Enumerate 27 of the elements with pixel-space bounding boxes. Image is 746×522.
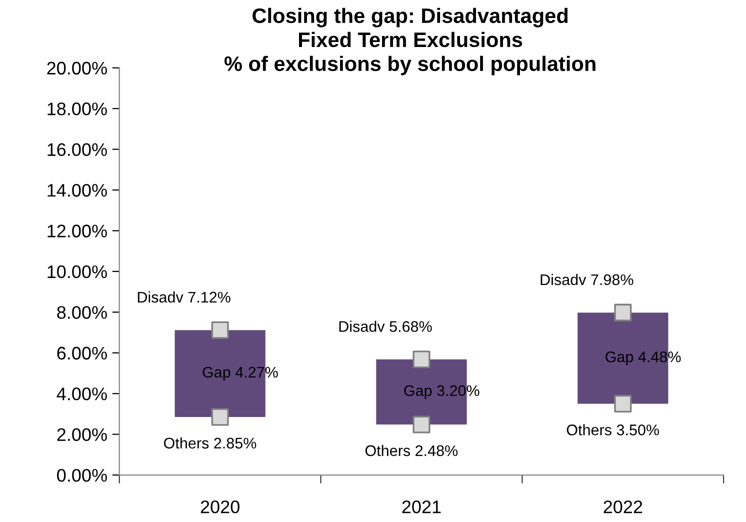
y-tick-label: 2.00% xyxy=(57,428,107,442)
y-tick-label: 8.00% xyxy=(57,306,107,319)
point xyxy=(614,395,632,413)
y-tick-label: 16.00% xyxy=(48,143,107,156)
data-label: Others 2.85% xyxy=(164,437,256,449)
data-label: Disadv 5.68% xyxy=(339,320,432,332)
y-tick-label: 20.00% xyxy=(47,62,107,75)
data-label: Others 3.50% xyxy=(566,424,660,436)
x-tick-label: 2021 xyxy=(402,500,441,514)
data-label: Disadv 7.98% xyxy=(540,274,634,286)
data-label: Disadv 7.12% xyxy=(138,291,230,303)
chart-title: Closing the gap: Disadvantaged Fixed Term Exclusions % of exclusions by school population xyxy=(224,8,596,76)
y-tick-label: 6.00% xyxy=(57,346,107,360)
y-tick-label: 12.00% xyxy=(48,224,107,238)
point xyxy=(211,408,229,426)
x-tick-label: 2020 xyxy=(200,500,240,514)
data-label: Others 2.48% xyxy=(365,444,458,456)
x-tick-label: 2022 xyxy=(604,500,642,514)
point xyxy=(211,321,229,339)
y-tick-label: 18.00% xyxy=(48,102,107,116)
y-tick-label: 0.00% xyxy=(57,468,107,482)
y-tick-label: 14.00% xyxy=(48,184,107,197)
point xyxy=(412,416,430,434)
y-tick-label: 4.00% xyxy=(56,388,107,400)
point xyxy=(412,350,430,368)
y-tick-label: 10.00% xyxy=(48,265,107,278)
point xyxy=(614,304,632,322)
